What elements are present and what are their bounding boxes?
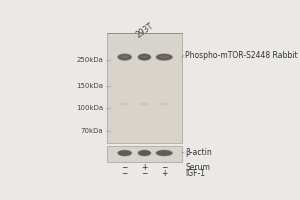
Ellipse shape [117,150,132,157]
Ellipse shape [159,55,169,58]
Text: 250kDa: 250kDa [76,57,103,63]
Ellipse shape [158,103,170,105]
Ellipse shape [155,150,173,157]
Ellipse shape [137,53,152,61]
Ellipse shape [121,55,129,58]
Text: +: + [161,169,167,178]
Ellipse shape [138,54,151,60]
Bar [107,146,182,162]
Text: 150kDa: 150kDa [76,83,103,89]
Ellipse shape [118,54,132,60]
Text: Phospho-mTOR-S2448 Rabbit mAb: Phospho-mTOR-S2448 Rabbit mAb [185,51,300,60]
Bar [107,33,182,143]
Text: 100kDa: 100kDa [76,105,103,111]
Ellipse shape [137,150,152,157]
Text: 293T: 293T [134,21,155,39]
Ellipse shape [118,150,132,156]
Text: +: + [141,163,148,172]
Ellipse shape [117,53,132,61]
Ellipse shape [119,103,130,105]
Text: −: − [122,163,128,172]
Ellipse shape [155,53,173,61]
Ellipse shape [141,55,148,58]
Text: −: − [161,163,167,172]
Ellipse shape [156,54,172,60]
Ellipse shape [156,150,172,156]
Ellipse shape [140,103,149,105]
Text: Serum: Serum [185,163,210,172]
Text: β-actin: β-actin [185,148,212,157]
Text: 70kDa: 70kDa [80,128,103,134]
Text: −: − [141,169,148,178]
Text: −: − [122,169,128,178]
Ellipse shape [138,150,151,156]
Text: IGF-1: IGF-1 [185,169,205,178]
